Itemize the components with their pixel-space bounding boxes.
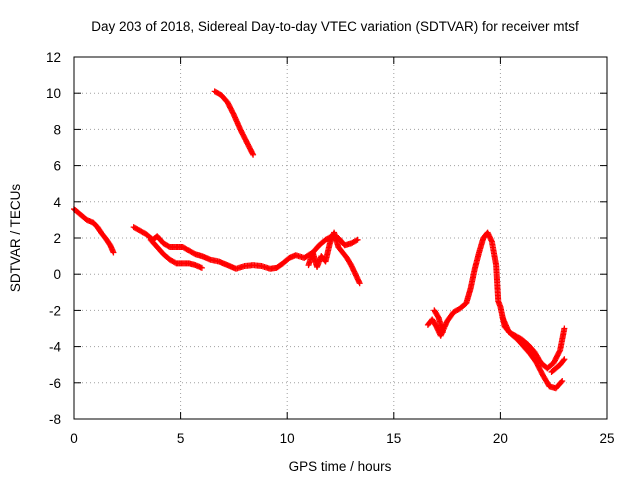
y-axis-label: SDTVAR / TECUs bbox=[8, 184, 23, 293]
x-tick-label: 5 bbox=[177, 431, 185, 446]
data-point bbox=[559, 377, 566, 384]
data-point bbox=[561, 325, 568, 332]
x-tick-label: 25 bbox=[599, 431, 614, 446]
x-tick-label: 0 bbox=[70, 431, 78, 446]
data-point bbox=[354, 236, 361, 243]
data-points bbox=[71, 88, 568, 392]
y-tick-label: 2 bbox=[53, 231, 61, 246]
data-point bbox=[356, 280, 363, 287]
y-tick-label: -2 bbox=[49, 303, 61, 318]
data-point bbox=[561, 356, 568, 363]
x-tick-label: 15 bbox=[386, 431, 401, 446]
data-point bbox=[250, 151, 257, 158]
y-tick-label: 0 bbox=[53, 267, 61, 282]
grid-lines bbox=[74, 57, 607, 419]
x-axis-label: GPS time / hours bbox=[289, 459, 392, 474]
y-tick-label: -6 bbox=[49, 376, 61, 391]
y-tick-label: 6 bbox=[53, 159, 61, 174]
y-tick-label: -8 bbox=[49, 412, 61, 427]
data-point bbox=[560, 357, 567, 364]
x-tick-label: 20 bbox=[493, 431, 508, 446]
data-point bbox=[110, 249, 117, 256]
y-tick-label: 12 bbox=[46, 50, 61, 65]
axis-ticks: 0 5 10 15 20 25 -8 -6 -4 -2 0 2 4 6 8 10 12 bbox=[46, 50, 615, 446]
data-point bbox=[439, 329, 446, 336]
y-tick-label: 10 bbox=[46, 86, 61, 101]
data-point bbox=[558, 379, 565, 386]
chart-title: Day 203 of 2018, Sidereal Day-to-day VTE… bbox=[91, 19, 579, 34]
data-point bbox=[353, 237, 360, 244]
y-tick-label: 8 bbox=[53, 122, 61, 137]
x-tick-label: 10 bbox=[280, 431, 295, 446]
y-tick-label: -4 bbox=[49, 340, 61, 355]
y-tick-label: 4 bbox=[53, 195, 61, 210]
data-point bbox=[198, 264, 205, 271]
